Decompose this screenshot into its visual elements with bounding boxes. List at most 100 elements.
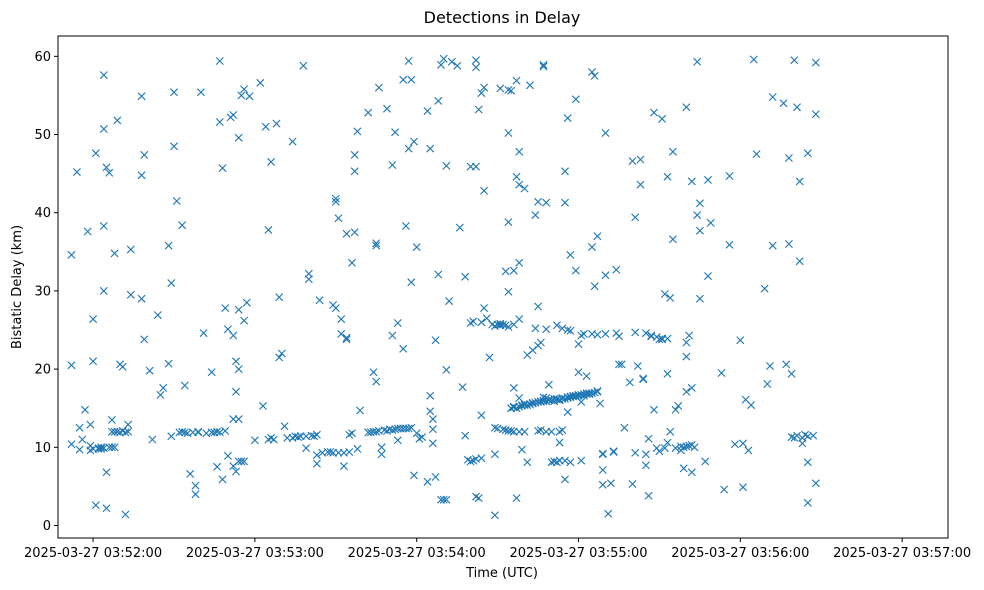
data-point-marker bbox=[736, 336, 745, 345]
data-point-marker bbox=[644, 491, 653, 500]
data-point-marker bbox=[232, 357, 240, 366]
data-point-marker bbox=[99, 125, 108, 133]
data-point-marker bbox=[455, 223, 464, 232]
data-point-marker bbox=[631, 213, 640, 222]
data-point-marker bbox=[644, 434, 653, 443]
data-point-marker bbox=[660, 444, 669, 453]
data-point-marker bbox=[366, 428, 375, 437]
data-point-marker bbox=[110, 249, 119, 258]
data-point-marker bbox=[593, 387, 602, 396]
data-point-marker bbox=[178, 221, 187, 230]
plot-frame bbox=[57, 35, 949, 539]
data-point-marker bbox=[466, 457, 475, 466]
data-point-marker bbox=[577, 397, 586, 406]
data-point-marker bbox=[261, 122, 270, 131]
data-point-marker bbox=[552, 321, 561, 330]
y-tick-label: 10 bbox=[34, 441, 51, 456]
data-point-marker bbox=[633, 362, 642, 370]
data-point-marker bbox=[490, 450, 499, 459]
data-point-marker bbox=[563, 393, 572, 402]
data-point-marker bbox=[256, 78, 265, 87]
data-point-marker bbox=[763, 380, 772, 388]
data-point-marker bbox=[388, 426, 397, 435]
data-point-marker bbox=[102, 468, 111, 477]
data-point-marker bbox=[515, 258, 524, 267]
data-point-marker bbox=[474, 105, 483, 114]
data-point-marker bbox=[536, 397, 545, 406]
data-point-marker bbox=[571, 95, 580, 104]
data-point-marker bbox=[67, 361, 76, 370]
data-point-marker bbox=[658, 114, 667, 123]
data-point-marker bbox=[534, 302, 543, 311]
data-point-marker bbox=[356, 406, 365, 415]
data-point-marker bbox=[110, 427, 119, 436]
data-point-marker bbox=[604, 509, 613, 518]
data-point-marker bbox=[542, 325, 551, 334]
data-point-marker bbox=[277, 349, 286, 358]
data-point-marker bbox=[515, 180, 524, 189]
data-point-marker bbox=[574, 368, 583, 377]
chart-title: Detections in Delay bbox=[424, 8, 581, 27]
data-point-marker bbox=[213, 462, 222, 471]
data-point-marker bbox=[517, 445, 526, 454]
data-point-marker bbox=[404, 144, 413, 153]
data-point-marker bbox=[167, 279, 176, 288]
data-point-marker bbox=[86, 420, 95, 429]
data-point-marker bbox=[515, 315, 524, 324]
data-point-marker bbox=[663, 369, 672, 378]
data-point-marker bbox=[752, 150, 761, 159]
data-point-marker bbox=[148, 435, 157, 444]
data-point-marker bbox=[331, 194, 340, 203]
data-point-marker bbox=[401, 222, 410, 230]
data-point-marker bbox=[544, 380, 553, 389]
data-point-marker bbox=[242, 298, 251, 307]
data-point-marker bbox=[606, 479, 615, 488]
data-point-marker bbox=[563, 408, 572, 417]
data-point-marker bbox=[512, 76, 521, 85]
data-point-marker bbox=[582, 389, 591, 398]
data-point-marker bbox=[145, 366, 154, 375]
data-markers bbox=[67, 54, 820, 520]
data-point-marker bbox=[137, 92, 146, 101]
data-point-marker bbox=[477, 89, 486, 98]
data-point-marker bbox=[636, 180, 645, 189]
data-point-marker bbox=[102, 163, 111, 172]
data-point-marker bbox=[391, 128, 400, 137]
data-point-marker bbox=[399, 75, 408, 84]
data-point-marker bbox=[97, 444, 106, 453]
data-point-marker bbox=[617, 360, 626, 369]
data-point-marker bbox=[639, 374, 648, 383]
data-point-marker bbox=[418, 433, 427, 442]
data-point-marker bbox=[679, 443, 688, 452]
data-point-marker bbox=[345, 448, 354, 456]
data-point-marker bbox=[234, 415, 243, 424]
data-point-marker bbox=[377, 443, 386, 452]
data-point-marker bbox=[81, 405, 89, 414]
data-point-marker bbox=[795, 257, 804, 266]
data-point-marker bbox=[803, 458, 812, 467]
data-point-marker bbox=[97, 443, 106, 452]
data-point-marker bbox=[75, 445, 84, 454]
data-point-marker bbox=[196, 88, 205, 97]
data-point-marker bbox=[701, 457, 710, 466]
data-point-marker bbox=[428, 439, 437, 448]
data-point-marker bbox=[472, 56, 480, 65]
data-point-marker bbox=[693, 211, 702, 220]
data-point-marker bbox=[137, 294, 146, 303]
data-point-marker bbox=[472, 162, 480, 171]
data-point-marker bbox=[739, 483, 747, 492]
data-point-marker bbox=[272, 119, 281, 128]
data-point-marker bbox=[588, 68, 596, 76]
data-point-marker bbox=[404, 57, 413, 65]
data-point-marker bbox=[496, 84, 505, 93]
x-tick-label: 2025-03-27 03:56:00 bbox=[671, 546, 809, 561]
data-point-marker bbox=[350, 150, 359, 159]
data-point-marker bbox=[350, 167, 359, 176]
data-point-marker bbox=[110, 443, 119, 452]
data-point-marker bbox=[760, 284, 769, 293]
data-point-marker bbox=[213, 427, 222, 436]
data-point-marker bbox=[499, 425, 507, 434]
data-point-marker bbox=[784, 154, 793, 162]
data-point-marker bbox=[91, 149, 100, 158]
